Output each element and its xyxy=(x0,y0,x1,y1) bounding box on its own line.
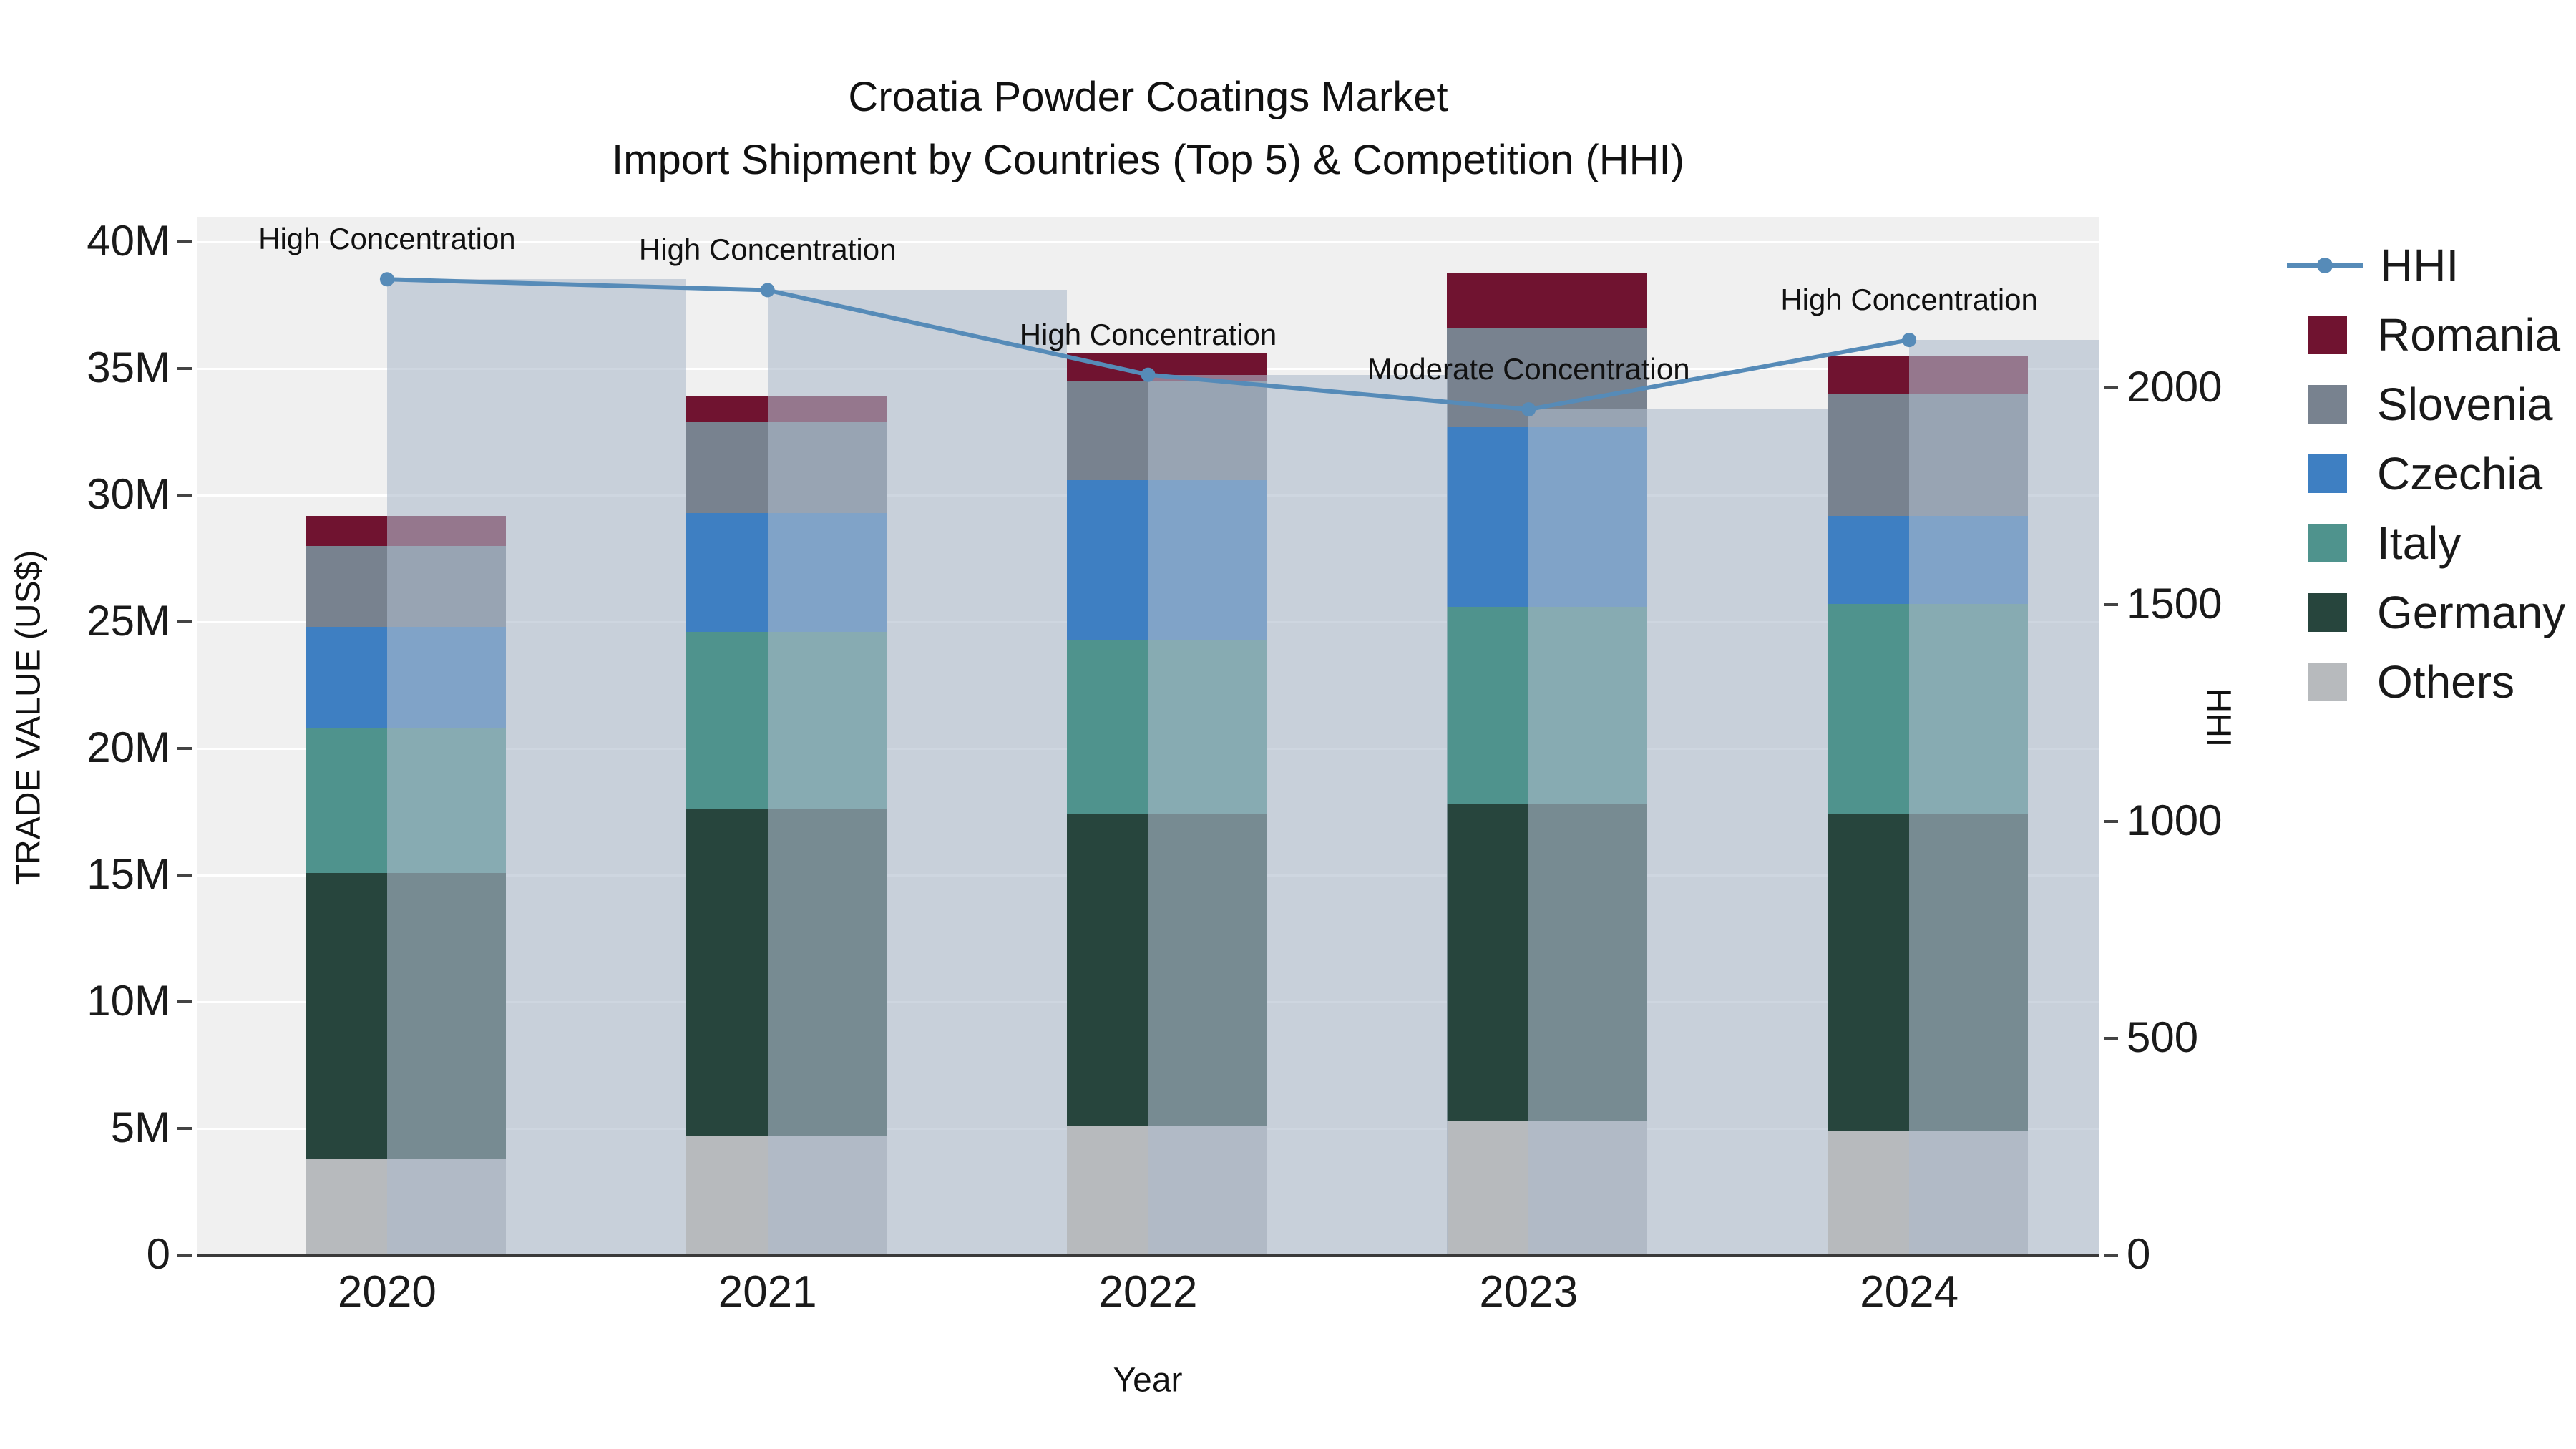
legend-swatch-others-icon xyxy=(2308,662,2347,701)
chart-title: Croatia Powder Coatings Market Import Sh… xyxy=(197,66,2099,192)
legend-hhi-line-icon xyxy=(2287,230,2363,300)
hhi-band-2024[interactable] xyxy=(1909,340,2099,1255)
legend-hhi-dot xyxy=(2317,258,2333,273)
y-left-tick-mark xyxy=(177,240,192,244)
y-left-tick-label: 35M xyxy=(87,343,170,392)
hhi-marker-2024[interactable] xyxy=(1902,333,1917,348)
legend-label: Italy xyxy=(2377,517,2462,569)
hhi-marker-2020[interactable] xyxy=(379,272,394,287)
hhi-annotation-2024: High Concentration xyxy=(1780,283,2038,317)
y-left-tick-mark xyxy=(177,747,192,751)
y-left-tick-label: 0 xyxy=(146,1230,170,1278)
hhi-band-2023[interactable] xyxy=(1528,409,1828,1255)
y-left-tick-label: 20M xyxy=(87,723,170,772)
y-left-tick-mark xyxy=(177,620,192,624)
legend-label: Romania xyxy=(2377,308,2561,361)
hhi-annotation-2021: High Concentration xyxy=(638,233,897,267)
y-left-tick-mark xyxy=(177,1254,192,1257)
hhi-band-2021[interactable] xyxy=(767,290,1067,1255)
y-right-tick-label: 2000 xyxy=(2127,362,2223,411)
x-tick-label: 2021 xyxy=(718,1267,817,1317)
y-right-tick-label: 0 xyxy=(2127,1230,2151,1278)
legend-label: Others xyxy=(2377,655,2515,708)
y-right-tick-mark xyxy=(2104,386,2118,389)
y-left-tick-mark xyxy=(177,494,192,497)
legend-label: Czechia xyxy=(2377,447,2543,499)
legend-swatch-czechia-icon xyxy=(2308,454,2347,493)
y-right-tick-label: 500 xyxy=(2127,1013,2199,1061)
y-right-tick-mark xyxy=(2104,1036,2118,1040)
y-left-tick-label: 10M xyxy=(87,977,170,1025)
y-left-tick-mark xyxy=(177,1127,192,1131)
x-axis-line xyxy=(197,1254,2099,1257)
legend-item-czechia[interactable]: Czechia xyxy=(2287,439,2565,508)
hhi-marker-2023[interactable] xyxy=(1521,402,1536,417)
y-right-tick-mark xyxy=(2104,1254,2118,1257)
legend-label: Germany xyxy=(2377,586,2566,638)
y-left-tick-mark xyxy=(177,1000,192,1004)
legend-label: HHI xyxy=(2380,239,2459,291)
y-right-tick-label: 1000 xyxy=(2127,796,2223,844)
hhi-marker-2021[interactable] xyxy=(760,283,775,298)
chart-title-line2: Import Shipment by Countries (Top 5) & C… xyxy=(612,137,1684,183)
legend-label: Slovenia xyxy=(2377,378,2553,430)
gridline xyxy=(197,240,2099,243)
legend-item-hhi[interactable]: HHI xyxy=(2287,230,2565,300)
legend-item-others[interactable]: Others xyxy=(2287,647,2565,716)
hhi-band-2020[interactable] xyxy=(386,279,686,1255)
legend-swatch-slovenia-icon xyxy=(2308,384,2347,424)
bar-segment-2023-Romania[interactable] xyxy=(1447,272,1648,328)
y-right-tick-label: 1500 xyxy=(2127,579,2223,628)
legend-swatch-italy-icon xyxy=(2308,523,2347,562)
legend-item-romania[interactable]: Romania xyxy=(2287,300,2565,369)
y-left-tick-label: 15M xyxy=(87,850,170,899)
legend: HHI Romania Slovenia Czechia Italy Germany Oth… xyxy=(2287,230,2565,716)
x-tick-label: 2024 xyxy=(1860,1267,1959,1317)
legend-item-germany[interactable]: Germany xyxy=(2287,577,2565,647)
chart-title-line1: Croatia Powder Coatings Market xyxy=(848,74,1448,120)
y-left-tick-label: 5M xyxy=(110,1103,170,1152)
hhi-annotation-2023: Moderate Concentration xyxy=(1367,352,1690,386)
x-tick-label: 2020 xyxy=(337,1267,436,1317)
y-right-tick-mark xyxy=(2104,602,2118,606)
hhi-annotation-2020: High Concentration xyxy=(258,222,516,256)
legend-item-slovenia[interactable]: Slovenia xyxy=(2287,369,2565,439)
hhi-band-2022[interactable] xyxy=(1148,374,1448,1255)
y-left-tick-label: 40M xyxy=(87,217,170,265)
legend-item-italy[interactable]: Italy xyxy=(2287,508,2565,577)
y-left-tick-mark xyxy=(177,367,192,371)
y-left-tick-label: 25M xyxy=(87,597,170,645)
y-right-tick-mark xyxy=(2104,819,2118,823)
x-tick-label: 2023 xyxy=(1479,1267,1579,1317)
y-left-tick-mark xyxy=(177,874,192,877)
y-left-tick-label: 30M xyxy=(87,470,170,519)
x-tick-label: 2022 xyxy=(1098,1267,1198,1317)
hhi-annotation-2022: High Concentration xyxy=(1019,317,1277,351)
legend-swatch-germany-icon xyxy=(2308,592,2347,632)
x-axis-title: Year xyxy=(1113,1361,1183,1400)
hhi-marker-2022[interactable] xyxy=(1141,367,1156,382)
legend-swatch-romania-icon xyxy=(2308,315,2347,354)
